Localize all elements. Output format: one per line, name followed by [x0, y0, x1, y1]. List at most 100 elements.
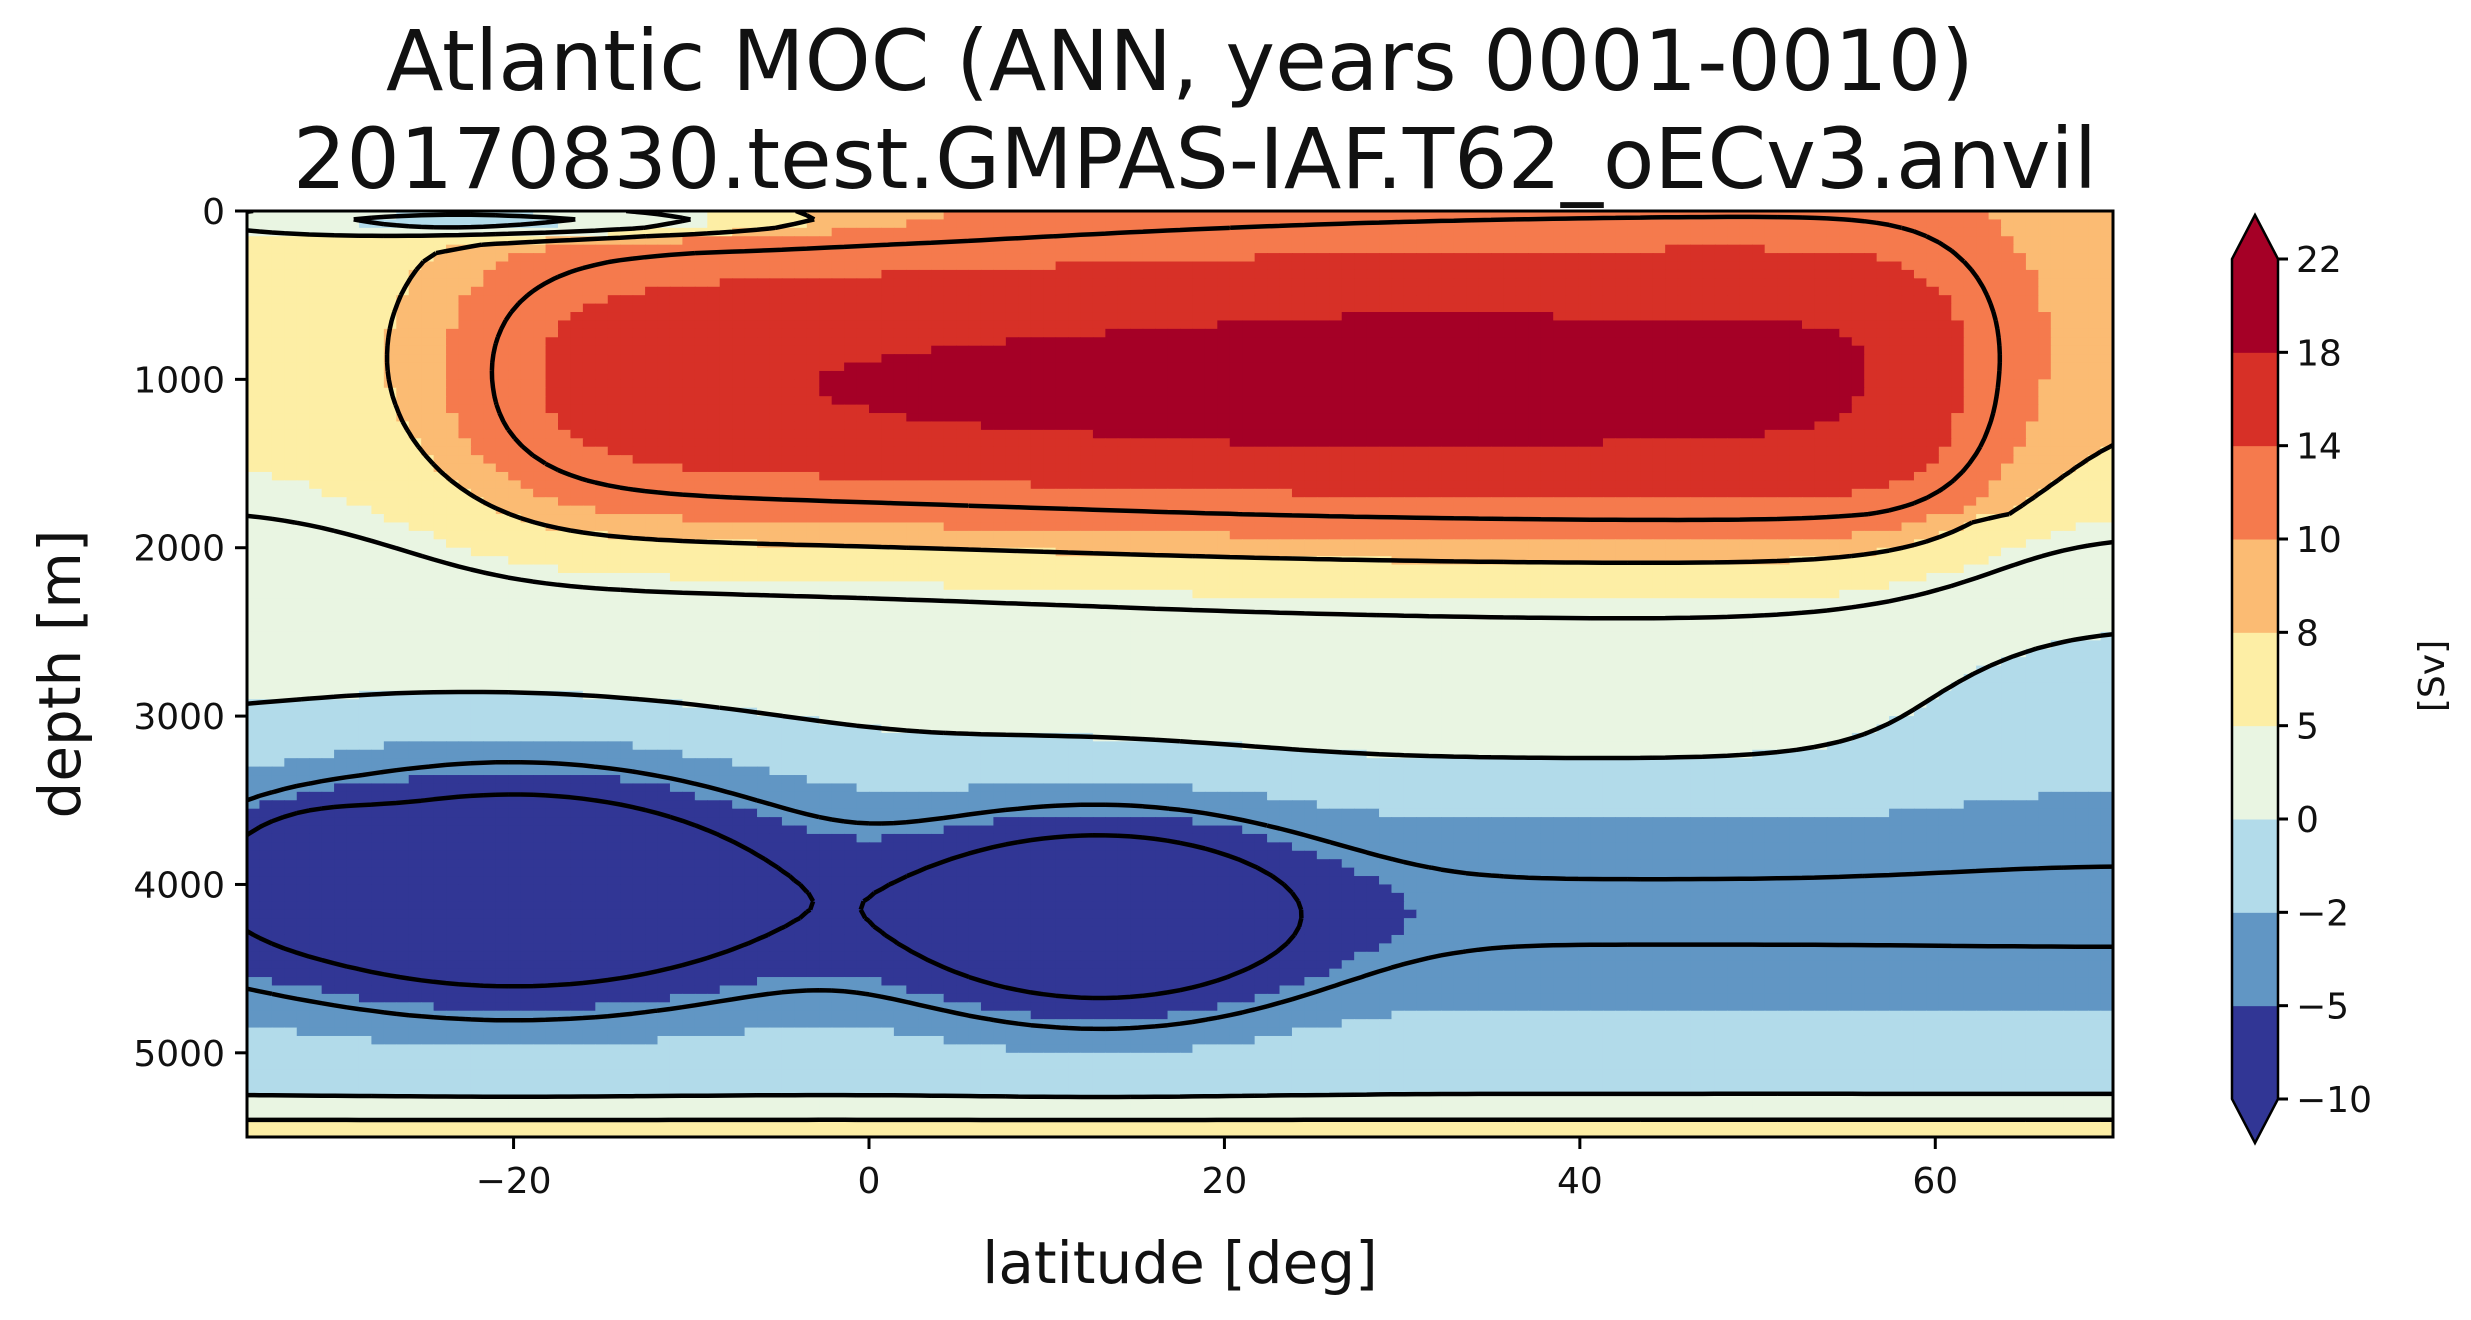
contour-cell: [1167, 438, 1181, 448]
contour-cell: [1690, 278, 1704, 288]
contour-cell: [1366, 320, 1380, 330]
contour-cell: [533, 480, 547, 490]
contour-cell: [1080, 455, 1094, 465]
contour-cell: [1988, 328, 2002, 338]
contour-cell: [744, 337, 758, 347]
contour-cell: [1416, 303, 1430, 313]
contour-cell: [1615, 337, 1629, 347]
contour-cell: [1329, 227, 1343, 237]
contour-cell: [1777, 421, 1791, 431]
contour-cell: [1229, 312, 1243, 322]
contour-cell: [558, 303, 572, 313]
contour-cell: [1130, 370, 1144, 380]
contour-cell: [433, 295, 447, 305]
contour-cell: [1802, 269, 1816, 279]
contour-cell: [1478, 261, 1492, 271]
contour-cell: [533, 278, 547, 288]
contour-cell: [1826, 379, 1840, 389]
contour-cell: [980, 396, 994, 406]
contour-cell: [1068, 396, 1082, 406]
contour-cell: [620, 413, 634, 423]
contour-cell: [1764, 320, 1778, 330]
contour-cell: [1043, 303, 1057, 313]
contour-cell: [1341, 261, 1355, 271]
contour-cell: [2050, 337, 2064, 347]
contour-cell: [1851, 261, 1865, 271]
contour-cell: [1068, 354, 1082, 364]
contour-cell: [2100, 354, 2113, 364]
contour-cell: [2088, 345, 2102, 355]
contour-cell: [918, 269, 932, 279]
contour-cell: [1553, 219, 1567, 229]
contour-cell: [1752, 429, 1766, 439]
contour-cell: [1366, 269, 1380, 279]
contour-cell: [309, 471, 323, 481]
contour-cell: [1540, 328, 1554, 338]
contour-cell: [1839, 244, 1853, 254]
contour-cell: [1677, 320, 1691, 330]
contour-cell: [1279, 354, 1293, 364]
contour-cell: [1242, 471, 1256, 481]
contour-cell: [669, 295, 683, 305]
contour-cell: [620, 463, 634, 473]
contour-cell: [906, 471, 920, 481]
contour-cell: [1602, 429, 1616, 439]
contour-cell: [1329, 354, 1343, 364]
contour-cell: [570, 455, 584, 465]
contour-cell: [1267, 303, 1281, 313]
contour-cell: [1652, 312, 1666, 322]
contour-cell: [483, 354, 497, 364]
contour-cell: [632, 295, 646, 305]
contour-cell: [1777, 429, 1791, 439]
contour-cell: [1291, 379, 1305, 389]
contour-cell: [931, 455, 945, 465]
contour-cell: [831, 421, 845, 431]
contour-cell: [1329, 404, 1343, 414]
contour-cell: [1665, 261, 1679, 271]
contour-cell: [856, 345, 870, 355]
contour-cell: [2075, 404, 2089, 414]
contour-cell: [545, 253, 559, 263]
contour-cell: [1242, 253, 1256, 263]
contour-cell: [1702, 236, 1716, 246]
contour-cell: [1851, 345, 1865, 355]
contour-cell: [781, 312, 795, 322]
contour-cell: [1826, 413, 1840, 423]
contour-cell: [1267, 404, 1281, 414]
contour-cell: [632, 379, 646, 389]
contour-cell: [719, 354, 733, 364]
contour-cell: [2075, 438, 2089, 448]
contour-cell: [2050, 463, 2064, 473]
contour-cell: [645, 286, 659, 296]
contour-cell: [1540, 244, 1554, 254]
contour-cell: [558, 413, 572, 423]
contour-cell: [719, 463, 733, 473]
contour-cell: [1005, 463, 1019, 473]
contour-cell: [458, 227, 472, 237]
contour-cell: [657, 379, 671, 389]
contour-cell: [1578, 429, 1592, 439]
contour-cell: [781, 278, 795, 288]
contour-cell: [1428, 211, 1442, 221]
contour-cell: [1229, 471, 1243, 481]
contour-cell: [906, 463, 920, 473]
contour-cell: [396, 463, 410, 473]
contour-cell: [470, 429, 484, 439]
contour-cell: [781, 396, 795, 406]
contour-cell: [1018, 438, 1032, 448]
contour-cell: [1142, 295, 1156, 305]
contour-cell: [271, 261, 285, 271]
contour-cell: [1988, 463, 2002, 473]
contour-cell: [570, 286, 584, 296]
contour-cell: [1826, 236, 1840, 246]
contour-cell: [321, 303, 335, 313]
contour-cell: [682, 236, 696, 246]
contour-cell: [1043, 438, 1057, 448]
contour-cell: [657, 480, 671, 490]
contour-cell: [1018, 455, 1032, 465]
contour-cell: [1092, 211, 1106, 221]
contour-cell: [2025, 269, 2039, 279]
contour-cell: [657, 269, 671, 279]
contour-cell: [334, 404, 348, 414]
contour-cell: [1068, 278, 1082, 288]
